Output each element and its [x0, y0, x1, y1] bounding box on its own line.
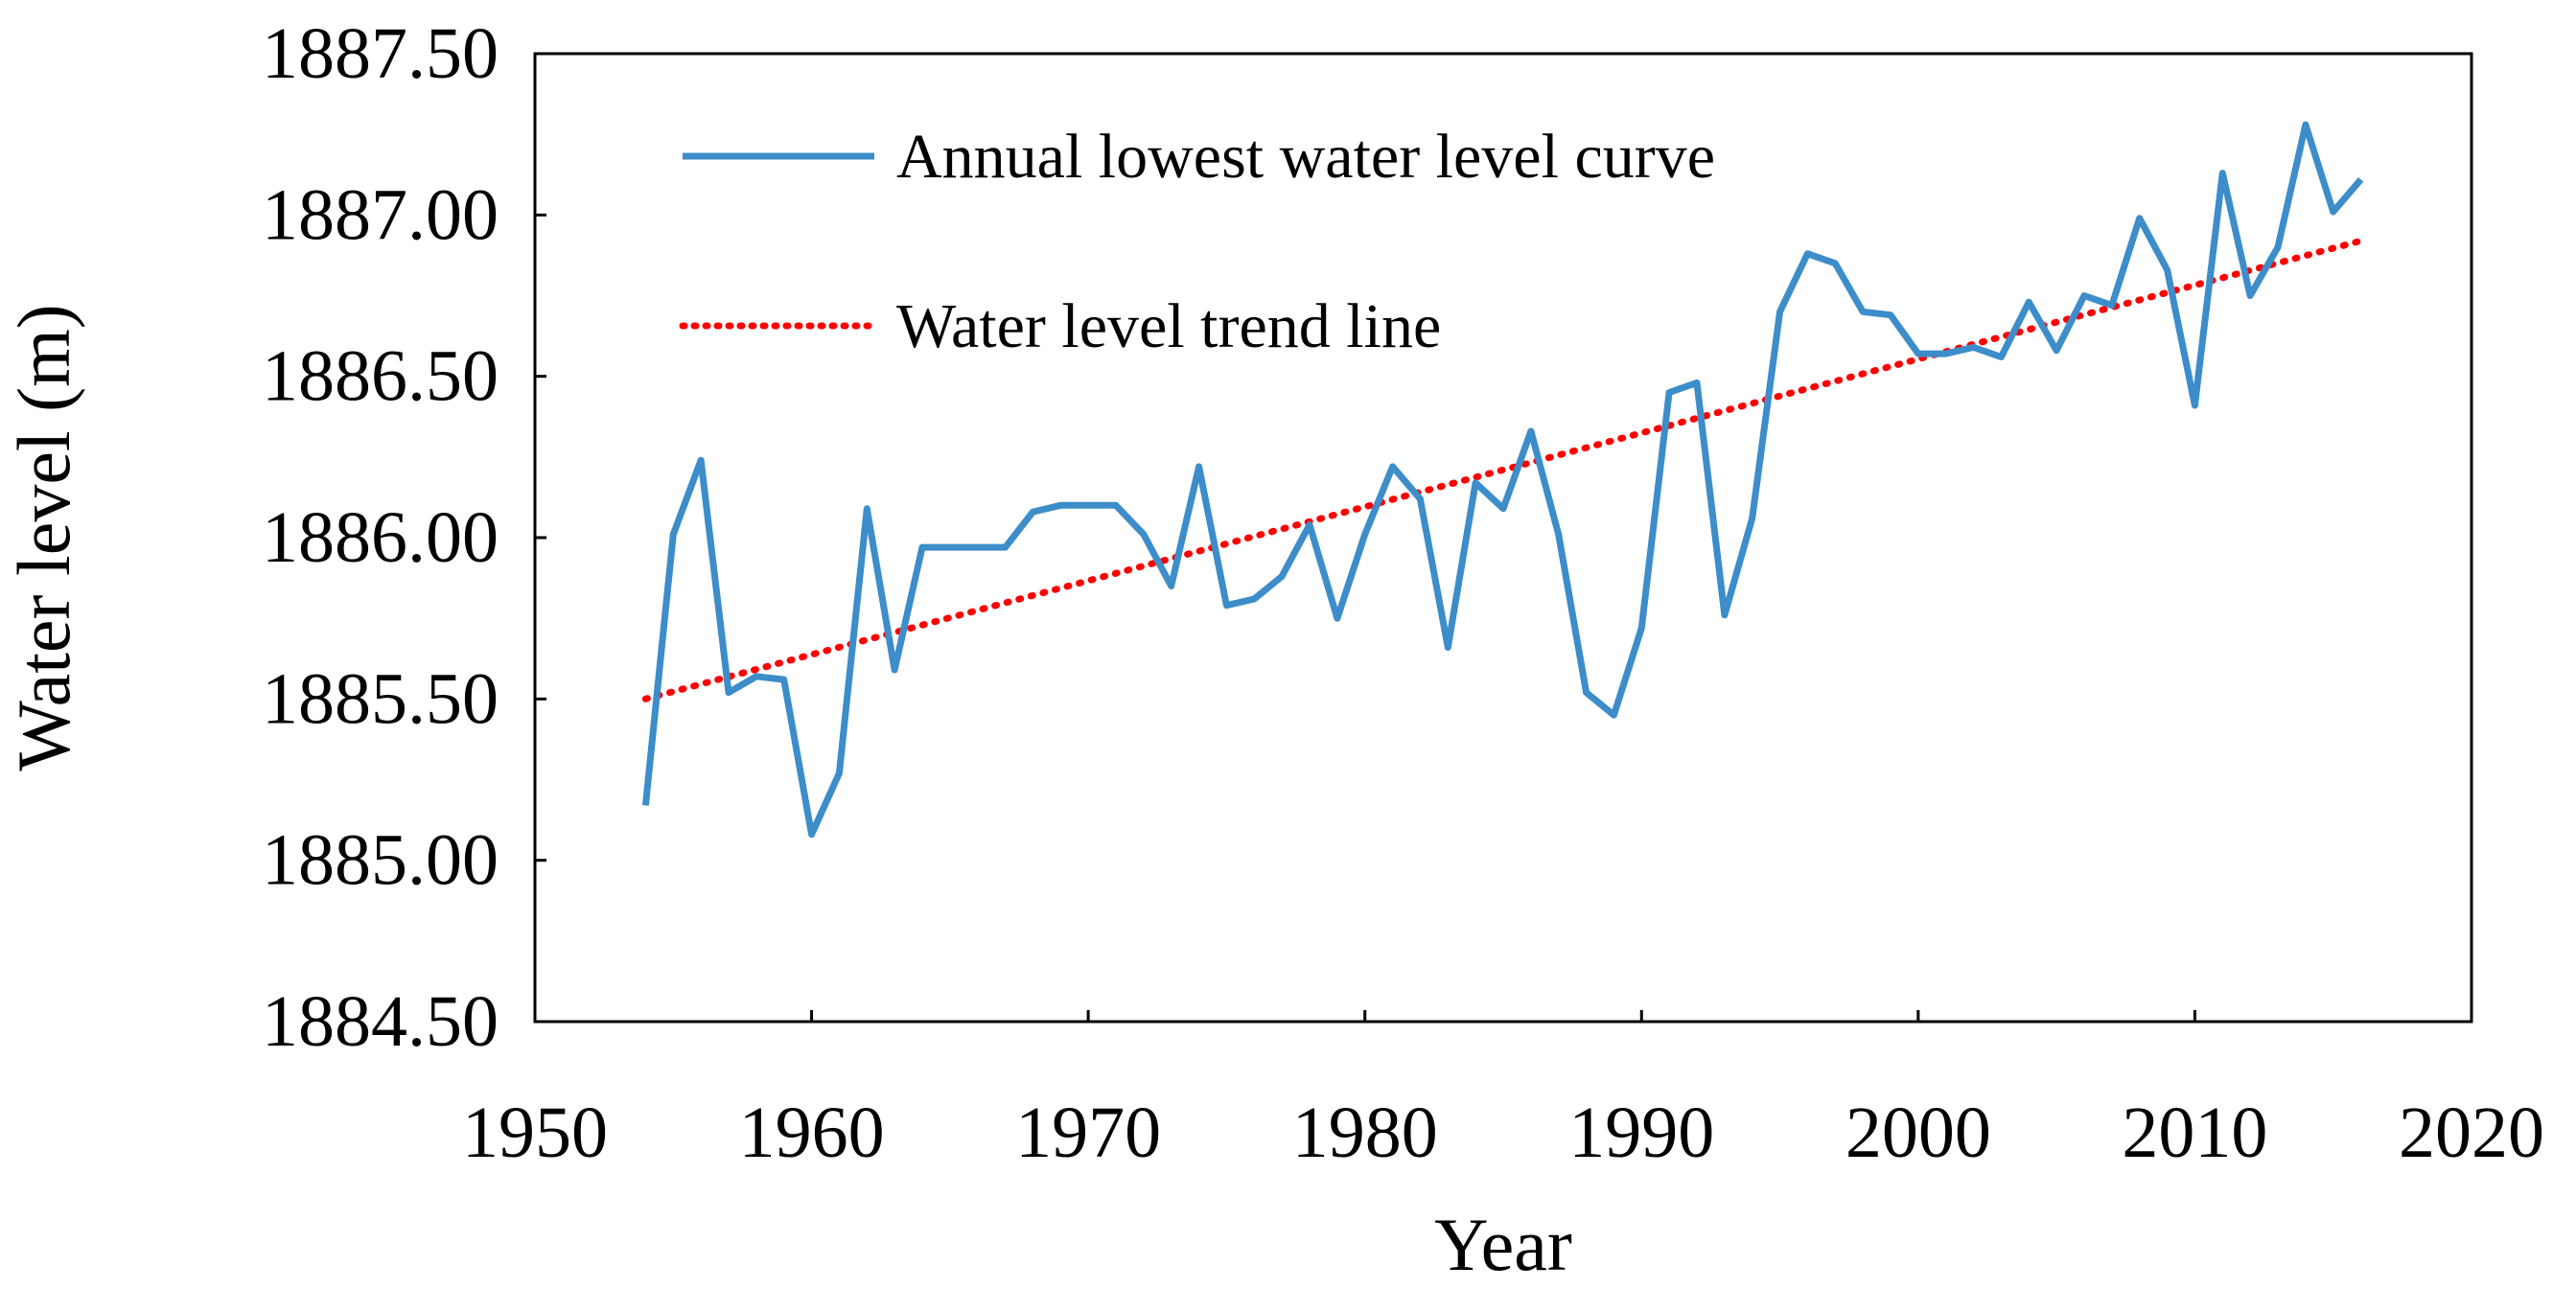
x-axis-title: Year: [1434, 1203, 1572, 1286]
y-tick-label: 1885.00: [262, 820, 499, 901]
legend-label-annual-lowest: Annual lowest water level curve: [896, 122, 1715, 192]
y-tick-label: 1884.50: [262, 981, 499, 1062]
x-tick-label: 1960: [739, 1093, 885, 1173]
legend-label-trend-line: Water level trend line: [896, 291, 1441, 361]
series-layer: [641, 121, 2365, 839]
x-tick-label: 1990: [1568, 1093, 1714, 1173]
trend-line: [641, 237, 2365, 702]
x-tick-label: 2010: [2122, 1093, 2267, 1173]
x-tick-label: 1970: [1015, 1093, 1161, 1173]
y-tick-label: 1886.00: [262, 497, 499, 578]
y-tick-label: 1886.50: [262, 336, 499, 417]
series-line-annual-lowest: [641, 121, 2364, 839]
y-tick-label: 1887.00: [262, 174, 499, 255]
x-tick-label: 1950: [462, 1093, 608, 1173]
x-tick-label: 1980: [1292, 1093, 1438, 1173]
y-axis-title: Water level (m): [2, 304, 85, 771]
x-axis-ticks: 1950 1960 1970 1980 1990 2000 2010 2020: [462, 1010, 2544, 1173]
y-tick-label: 1885.50: [262, 658, 499, 739]
x-tick-label: 2000: [1845, 1093, 1991, 1173]
x-tick-label: 2020: [2399, 1093, 2544, 1173]
y-axis-ticks: 1884.50 1885.00 1885.50 1886.00 1886.50 1887.…: [262, 13, 546, 1062]
legend: Annual lowest water level curve Water le…: [679, 122, 1715, 361]
y-tick-label: 1887.50: [262, 13, 499, 94]
